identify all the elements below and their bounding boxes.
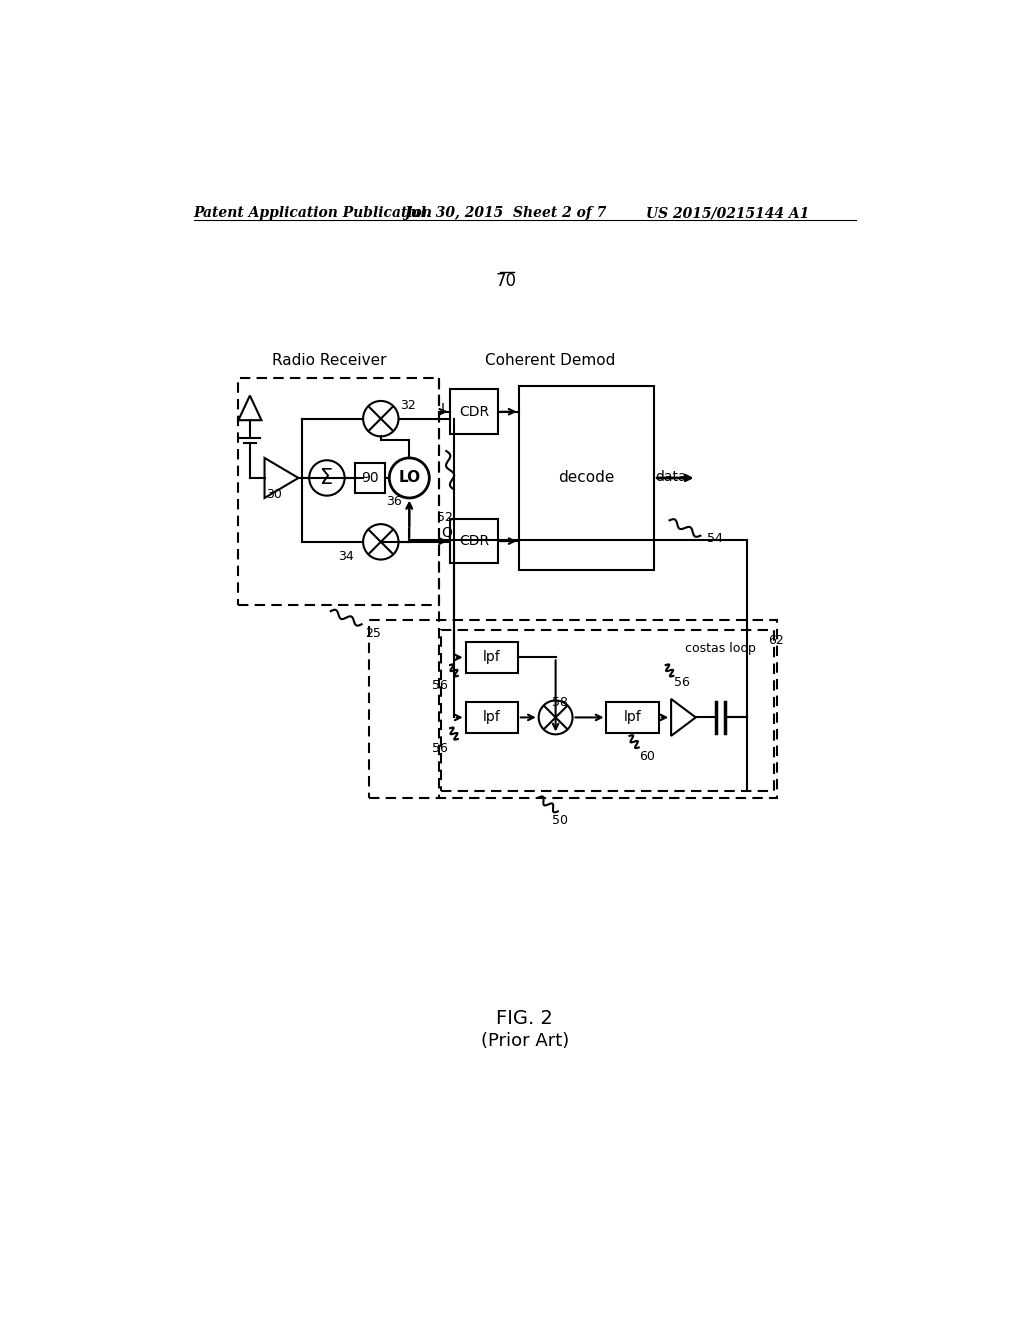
- Text: 32: 32: [400, 400, 416, 412]
- Text: 56: 56: [432, 742, 447, 755]
- Bar: [466, 642, 518, 673]
- Bar: [355, 462, 385, 494]
- Text: LO: LO: [398, 470, 421, 486]
- Text: decode: decode: [559, 470, 615, 486]
- Text: 34: 34: [339, 549, 354, 562]
- Text: CDR: CDR: [459, 535, 489, 548]
- Bar: [239, 378, 438, 605]
- Text: data: data: [655, 470, 687, 484]
- Bar: [519, 385, 654, 570]
- Text: 62: 62: [768, 635, 783, 647]
- Text: 25: 25: [366, 627, 381, 640]
- Text: Radio Receiver: Radio Receiver: [272, 352, 386, 368]
- Text: 70: 70: [496, 272, 517, 290]
- Text: Patent Application Publication: Patent Application Publication: [194, 206, 433, 220]
- Bar: [466, 702, 518, 733]
- Bar: [370, 620, 777, 797]
- Text: Q: Q: [441, 525, 452, 540]
- Text: 36: 36: [386, 495, 402, 508]
- Bar: [451, 389, 498, 434]
- Text: lpf: lpf: [482, 651, 501, 664]
- Text: 52: 52: [437, 511, 453, 524]
- Text: 30: 30: [266, 488, 282, 502]
- Bar: [451, 519, 498, 564]
- Text: lpf: lpf: [624, 710, 641, 725]
- Text: CDR: CDR: [459, 405, 489, 418]
- Text: 60: 60: [639, 750, 654, 763]
- Text: 58: 58: [552, 696, 568, 709]
- Bar: [441, 630, 773, 792]
- Text: (Prior Art): (Prior Art): [480, 1032, 569, 1051]
- Text: 56: 56: [432, 678, 447, 692]
- Text: Coherent Demod: Coherent Demod: [485, 352, 615, 368]
- Text: 54: 54: [707, 532, 722, 545]
- Text: lpf: lpf: [482, 710, 501, 725]
- Text: FIG. 2: FIG. 2: [497, 1010, 553, 1028]
- Text: 56: 56: [674, 676, 690, 689]
- Text: Jul. 30, 2015  Sheet 2 of 7: Jul. 30, 2015 Sheet 2 of 7: [403, 206, 606, 220]
- Text: US 2015/0215144 A1: US 2015/0215144 A1: [646, 206, 810, 220]
- Bar: [606, 702, 658, 733]
- Text: Σ: Σ: [321, 469, 334, 488]
- Text: I: I: [441, 403, 444, 416]
- Text: 50: 50: [552, 814, 568, 828]
- Text: 90: 90: [361, 471, 379, 484]
- Text: costas loop: costas loop: [685, 642, 756, 655]
